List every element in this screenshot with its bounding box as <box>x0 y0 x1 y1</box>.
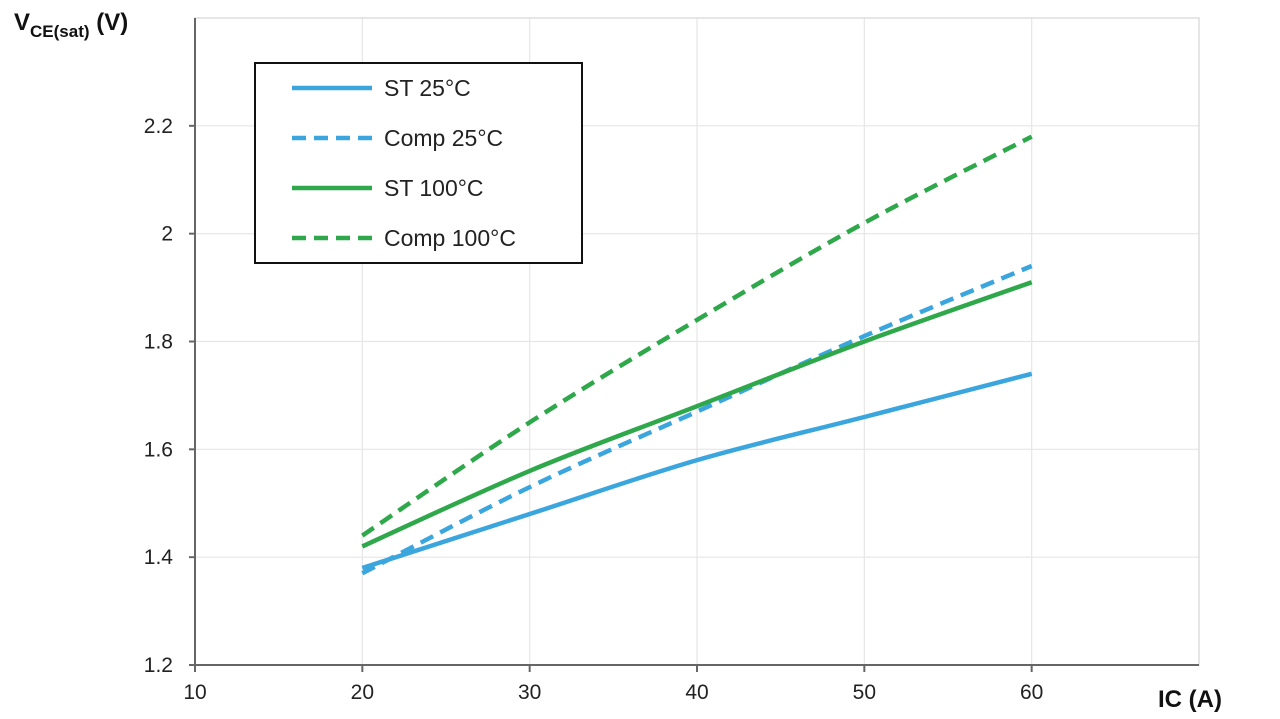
x-tick-label: 50 <box>853 681 876 704</box>
x-axis-title: IC (A) <box>1158 686 1222 713</box>
x-tick-labels: 10 20 30 40 50 60 <box>183 665 1043 704</box>
legend-label-comp-25-c: Comp 25°C <box>384 125 503 151</box>
y-tick-label: 2 <box>161 223 173 246</box>
x-tick-label: 40 <box>685 681 708 704</box>
y-tick-label: 1.8 <box>144 331 173 354</box>
series-line-st-25-c <box>361 371 1033 571</box>
y-tick-label: 1.4 <box>144 546 174 569</box>
y-tick-label: 1.6 <box>144 438 173 461</box>
x-tick-label: 20 <box>351 681 374 704</box>
y-tick-labels: 1.2 1.4 1.6 1.8 2 2.2 <box>144 115 195 677</box>
legend: ST 25°C Comp 25°C ST 100°C Comp 100°C <box>254 62 583 264</box>
legend-box <box>254 62 583 264</box>
x-tick-label: 30 <box>518 681 541 704</box>
series-line-comp-25-c <box>361 263 1033 576</box>
series-line-st-100-c <box>361 280 1033 549</box>
y-axis-title: VCE(sat) (V) <box>14 9 128 41</box>
x-tick-label: 10 <box>183 681 206 704</box>
y-tick-label: 2.2 <box>144 115 173 138</box>
y-axis-title-main: V <box>14 9 30 36</box>
y-tick-label: 1.2 <box>144 654 173 677</box>
y-axis-title-suffix: (V) <box>90 9 129 36</box>
series-line-comp-100-c <box>361 134 1033 538</box>
series-lines <box>361 134 1033 576</box>
y-axis-title-subscript: CE(sat) <box>30 22 90 41</box>
legend-label-st-25-c: ST 25°C <box>384 75 471 101</box>
x-tick-label: 60 <box>1020 681 1043 704</box>
legend-label-st-100-c: ST 100°C <box>384 175 484 201</box>
legend-label-comp-100-c: Comp 100°C <box>384 225 516 251</box>
